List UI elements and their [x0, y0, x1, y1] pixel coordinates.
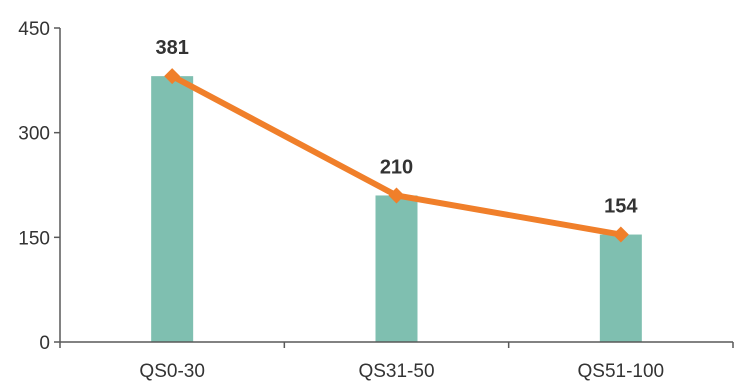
- line-point-marker: [388, 187, 405, 204]
- x-category-label: QS0-30: [139, 361, 204, 382]
- x-ticks: QS0-30 QS31-50 QS51-100: [59, 342, 734, 382]
- y-ticks: 0 150 300 450: [18, 19, 60, 354]
- y-tick-label: 450: [18, 19, 50, 40]
- data-label: 381: [155, 37, 188, 59]
- data-label: 154: [604, 196, 638, 218]
- bar: [151, 76, 194, 342]
- bars-layer: [151, 76, 642, 342]
- bar: [599, 234, 642, 342]
- y-tick-label: 0: [39, 333, 50, 354]
- line-point-marker: [612, 226, 629, 243]
- data-label: 210: [380, 156, 413, 178]
- data-labels-layer: 381 210 154: [155, 37, 638, 217]
- x-category-label: QS51-100: [578, 361, 665, 382]
- line-point-marker: [164, 68, 181, 85]
- y-tick-label: 300: [18, 124, 50, 145]
- x-category-label: QS31-50: [358, 361, 434, 382]
- y-tick-label: 150: [18, 228, 50, 249]
- bar: [375, 195, 418, 342]
- line-series-layer: [164, 68, 629, 243]
